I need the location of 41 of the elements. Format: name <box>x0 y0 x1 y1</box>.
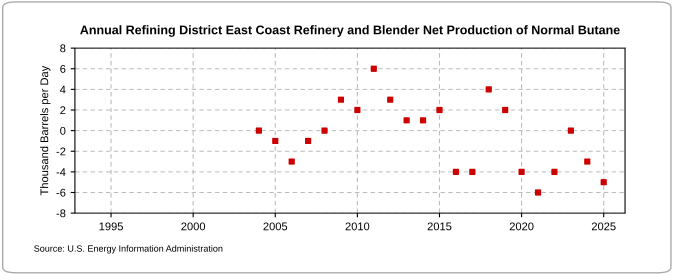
point <box>551 168 558 175</box>
y-tick-label: 6 <box>60 65 66 73</box>
point <box>502 106 508 114</box>
y-tick-label: 4 <box>60 86 66 94</box>
x-tick-label: 2010 <box>346 222 370 230</box>
x-tick-label: 2025 <box>592 222 616 230</box>
point <box>354 106 360 114</box>
y-axis-title: Thousand Barrels per Day <box>40 66 50 196</box>
point <box>534 189 542 196</box>
source-note: Source: U.S. Energy Information Administration <box>34 245 222 254</box>
x-tick-label: 2020 <box>510 222 534 230</box>
point <box>420 117 426 124</box>
point <box>256 128 262 134</box>
y-tick-label: -8 <box>56 209 66 218</box>
point <box>404 117 410 124</box>
point <box>486 86 492 92</box>
point <box>568 128 574 134</box>
point <box>288 158 295 165</box>
x-tick-label: 2015 <box>428 222 452 230</box>
y-tick-label: -4 <box>56 168 66 176</box>
point <box>518 168 525 175</box>
point <box>452 168 460 175</box>
x-tick-label: 1995 <box>100 222 123 230</box>
point <box>272 138 278 144</box>
y-tick-label: 8 <box>60 44 66 52</box>
y-tick-label: -2 <box>56 148 66 156</box>
chart-title: Annual Refining District East Coast Refinery and Blender Net Production of Normal Butane <box>80 25 620 37</box>
point <box>436 106 443 114</box>
y-tick-label: 0 <box>60 126 66 135</box>
point <box>321 128 328 134</box>
point <box>469 168 476 175</box>
y-tick-label: -6 <box>56 188 66 197</box>
point <box>370 66 377 72</box>
point <box>338 96 344 103</box>
point <box>387 96 394 103</box>
point <box>305 138 312 144</box>
point <box>584 158 590 165</box>
y-tick-label: 2 <box>60 106 66 114</box>
x-tick-label: 2005 <box>263 222 288 230</box>
point <box>600 179 607 186</box>
x-tick-label: 2000 <box>181 222 206 230</box>
